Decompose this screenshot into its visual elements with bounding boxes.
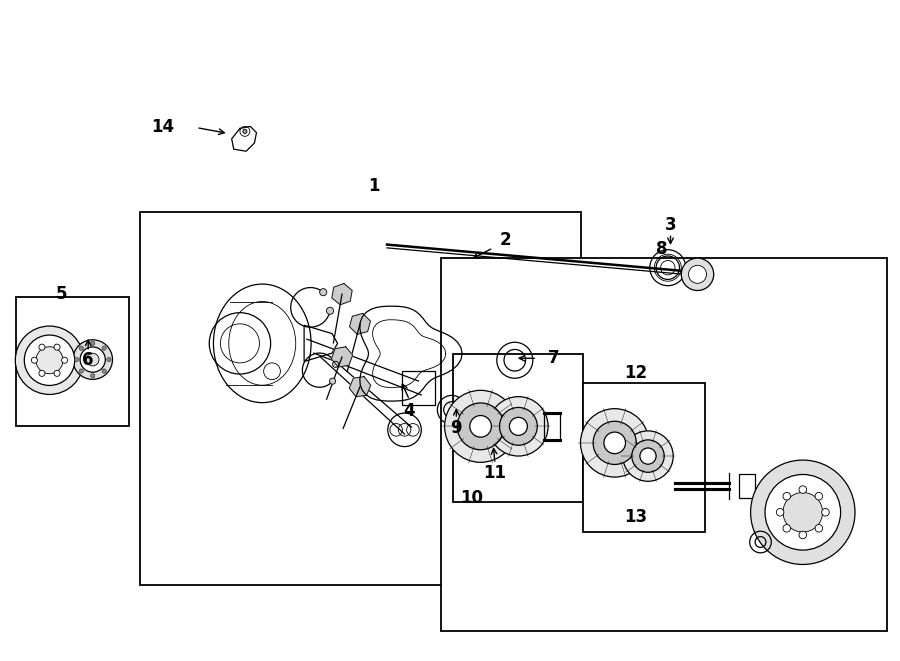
Circle shape bbox=[54, 370, 60, 376]
Circle shape bbox=[79, 369, 84, 373]
Circle shape bbox=[39, 344, 45, 350]
Polygon shape bbox=[331, 347, 353, 367]
Circle shape bbox=[681, 258, 714, 291]
Circle shape bbox=[15, 326, 84, 395]
Circle shape bbox=[815, 525, 823, 532]
Circle shape bbox=[623, 431, 673, 481]
Text: 4: 4 bbox=[404, 402, 415, 420]
Circle shape bbox=[509, 417, 527, 436]
Circle shape bbox=[765, 475, 841, 550]
Circle shape bbox=[91, 373, 94, 378]
Circle shape bbox=[320, 289, 327, 295]
Circle shape bbox=[783, 492, 790, 500]
Circle shape bbox=[470, 416, 491, 437]
Circle shape bbox=[815, 492, 823, 500]
Circle shape bbox=[500, 407, 537, 446]
Circle shape bbox=[102, 369, 106, 373]
Circle shape bbox=[799, 486, 806, 493]
Circle shape bbox=[332, 361, 338, 368]
Circle shape bbox=[36, 347, 63, 373]
Text: 6: 6 bbox=[83, 351, 94, 369]
Circle shape bbox=[632, 440, 664, 473]
Circle shape bbox=[86, 353, 99, 366]
Text: 11: 11 bbox=[483, 463, 507, 482]
Circle shape bbox=[593, 421, 636, 465]
Text: 8: 8 bbox=[656, 240, 667, 258]
Text: 7: 7 bbox=[548, 349, 559, 368]
Circle shape bbox=[327, 307, 334, 315]
Circle shape bbox=[457, 403, 504, 449]
Circle shape bbox=[445, 391, 517, 462]
Text: 10: 10 bbox=[460, 488, 483, 507]
Bar bbox=[453, 354, 583, 502]
Circle shape bbox=[243, 130, 247, 134]
Bar bbox=[583, 383, 705, 532]
Bar bbox=[140, 212, 580, 585]
Circle shape bbox=[783, 525, 790, 532]
Text: 3: 3 bbox=[665, 215, 676, 234]
Text: 14: 14 bbox=[151, 118, 175, 136]
Text: 1: 1 bbox=[368, 177, 379, 196]
Circle shape bbox=[75, 358, 78, 362]
Circle shape bbox=[24, 335, 75, 385]
Circle shape bbox=[61, 357, 68, 364]
Circle shape bbox=[799, 531, 806, 539]
Circle shape bbox=[783, 492, 823, 532]
Text: 12: 12 bbox=[624, 364, 647, 383]
Circle shape bbox=[79, 346, 84, 350]
Bar bbox=[441, 258, 886, 631]
Polygon shape bbox=[349, 377, 371, 397]
Circle shape bbox=[39, 370, 45, 376]
Circle shape bbox=[329, 378, 336, 384]
Circle shape bbox=[102, 346, 106, 350]
Text: 2: 2 bbox=[500, 231, 511, 249]
Text: 9: 9 bbox=[451, 419, 462, 438]
Circle shape bbox=[777, 508, 784, 516]
Text: 5: 5 bbox=[56, 285, 67, 303]
Circle shape bbox=[688, 265, 706, 284]
Circle shape bbox=[32, 357, 38, 364]
Circle shape bbox=[489, 397, 548, 456]
Circle shape bbox=[80, 347, 105, 372]
Bar bbox=[401, 371, 436, 405]
Bar bbox=[16, 297, 129, 426]
Circle shape bbox=[580, 408, 649, 477]
Polygon shape bbox=[349, 313, 371, 334]
Circle shape bbox=[751, 460, 855, 564]
Bar bbox=[739, 474, 755, 498]
Circle shape bbox=[54, 344, 60, 350]
Circle shape bbox=[822, 508, 829, 516]
Circle shape bbox=[73, 340, 112, 379]
Circle shape bbox=[604, 432, 626, 453]
Polygon shape bbox=[332, 284, 352, 305]
Circle shape bbox=[107, 358, 111, 362]
Text: 13: 13 bbox=[624, 508, 647, 526]
Circle shape bbox=[91, 341, 94, 346]
Circle shape bbox=[640, 448, 656, 464]
